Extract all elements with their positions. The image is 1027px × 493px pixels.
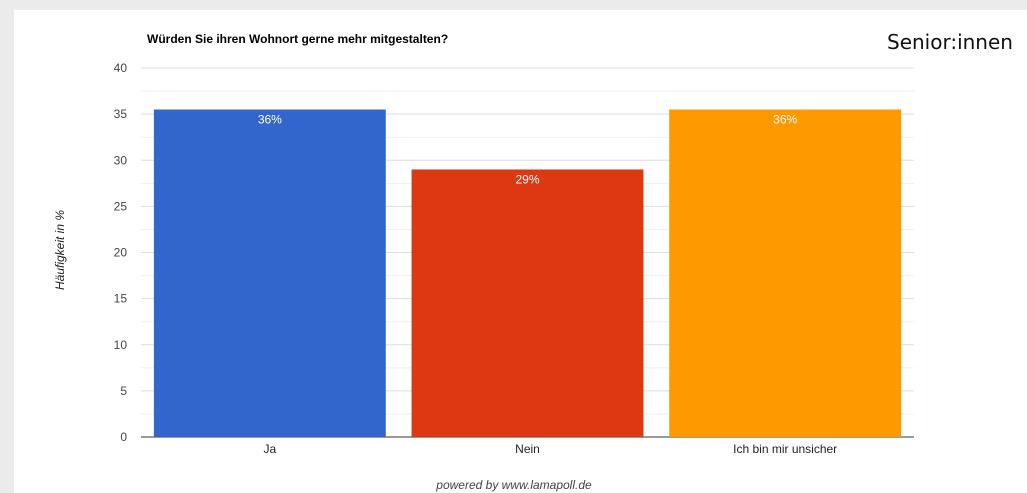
y-tick-label: 15 xyxy=(114,292,128,306)
y-tick-label: 5 xyxy=(120,384,127,398)
bar xyxy=(411,169,644,437)
data-label: 29% xyxy=(515,172,539,186)
x-tick-label: Ja xyxy=(263,442,276,456)
footer-credit: powered by www.lamapoll.de xyxy=(435,478,592,492)
data-label: 36% xyxy=(258,113,282,127)
y-tick-label: 35 xyxy=(114,107,128,121)
y-axis-label: Häufigkeit in % xyxy=(53,210,67,290)
y-tick-label: 40 xyxy=(114,61,128,75)
y-tick-label: 25 xyxy=(114,199,128,213)
x-tick-label: Ich bin mir unsicher xyxy=(733,442,837,456)
y-tick-label: 10 xyxy=(114,338,128,352)
y-tick-label: 20 xyxy=(114,246,128,260)
bar-chart: 0 5 10 15 20 25 30 35 40 36% Ja 29% Nein 36% Ich bin … xyxy=(53,32,914,492)
x-tick-label: Nein xyxy=(515,442,540,456)
bar xyxy=(669,109,902,437)
chart-title: Würden Sie ihren Wohnort gerne mehr mitg… xyxy=(147,32,448,46)
bar xyxy=(153,109,386,437)
slide: 0 5 10 15 20 25 30 35 40 36% Ja 29% Nein 36% Ich bin … xyxy=(14,10,1027,493)
data-label: 36% xyxy=(773,113,797,127)
y-tick-label: 30 xyxy=(114,153,128,167)
corner-label: Senior:innen xyxy=(887,30,1013,54)
y-tick-label: 0 xyxy=(120,430,127,444)
